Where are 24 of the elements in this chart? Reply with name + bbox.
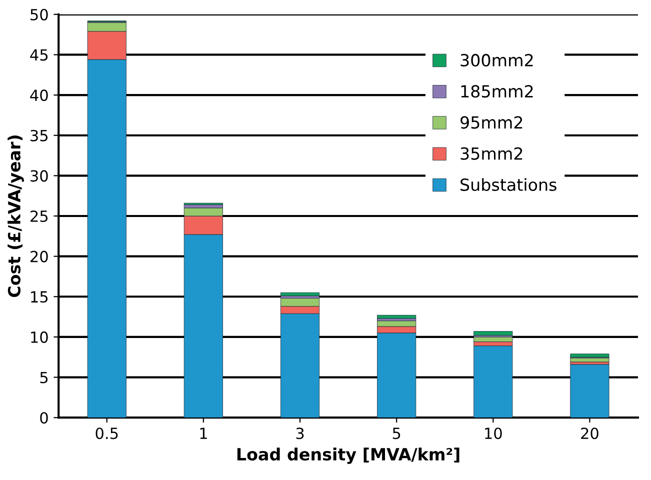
y-tick-label: 40 <box>30 90 48 102</box>
x-tick-label: 3 <box>296 428 304 440</box>
legend-label: 185mm2 <box>461 85 533 98</box>
y-tick-label: 5 <box>40 372 48 384</box>
y-tick-label: 10 <box>31 331 48 343</box>
legend-label: Substations <box>460 178 556 192</box>
legend-label: 95mm2 <box>460 116 522 129</box>
y-tick-label: 15 <box>31 291 48 303</box>
y-tick-label: 30 <box>30 170 48 182</box>
legend-label: 300mm2 <box>460 54 533 66</box>
y-axis-title: Cost (£/kVA/year) <box>8 136 24 298</box>
x-tick-label: 0.5 <box>96 428 118 440</box>
x-tick-label: 1 <box>200 428 207 439</box>
x-tick-label: 5 <box>392 428 400 440</box>
y-tick-label: 45 <box>30 49 48 61</box>
y-tick-label: 25 <box>30 210 48 222</box>
x-tick-label: 10 <box>485 428 502 440</box>
legend-label: 35mm2 <box>460 147 522 160</box>
y-tick-label: 20 <box>30 250 48 262</box>
x-tick-label: 20 <box>581 428 598 440</box>
y-tick-label: 35 <box>30 130 48 142</box>
y-tick-label: 50 <box>30 8 48 20</box>
y-tick-label: 0 <box>40 412 48 424</box>
x-axis-title: Load density [MVA/km²] <box>237 448 460 464</box>
